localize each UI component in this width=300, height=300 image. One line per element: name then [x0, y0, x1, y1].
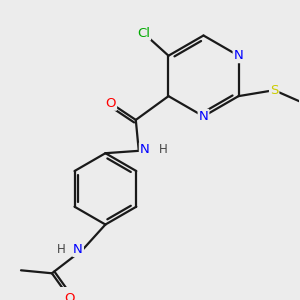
Text: N: N — [199, 110, 208, 123]
Text: O: O — [106, 97, 116, 110]
Text: H: H — [159, 143, 168, 156]
Text: Cl: Cl — [137, 27, 150, 40]
Text: H: H — [57, 243, 66, 256]
Text: N: N — [73, 243, 83, 256]
Text: O: O — [64, 292, 75, 300]
Text: S: S — [270, 84, 278, 97]
Text: N: N — [140, 143, 150, 156]
Text: N: N — [234, 49, 243, 62]
